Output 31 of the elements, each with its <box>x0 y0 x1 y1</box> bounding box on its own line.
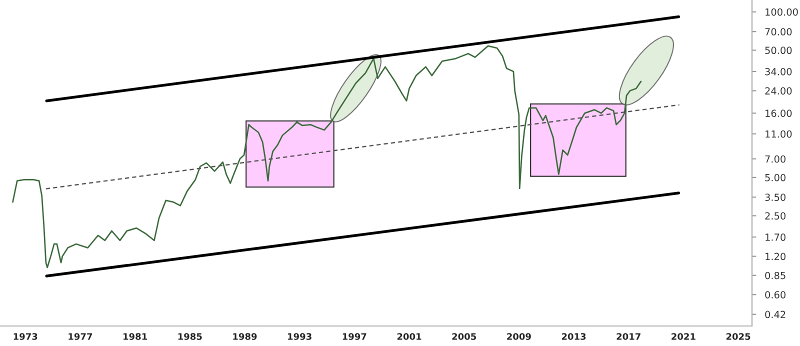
x-tick-label: 2013 <box>562 333 586 340</box>
x-tick-label: 1993 <box>288 333 312 340</box>
y-tick-label: 0.42 <box>765 310 786 318</box>
y-tick-label: 34.00 <box>765 68 792 76</box>
y-tick-label: 0.60 <box>765 291 786 298</box>
x-tick-label: 1973 <box>14 333 38 340</box>
y-tick-label: 16.00 <box>766 110 792 117</box>
y-tick-label: 24.00 <box>765 87 792 95</box>
y-tick-label: 5.00 <box>765 174 786 182</box>
line-series <box>12 45 642 268</box>
y-tick-label: 2.50 <box>765 212 786 220</box>
y-tick-label: 11.00 <box>766 130 792 138</box>
x-tick-label: 1977 <box>68 333 92 340</box>
x-tick-label: 1981 <box>124 333 147 340</box>
x-tick-label: 2025 <box>726 333 750 340</box>
y-tick-label: 70.00 <box>765 28 792 36</box>
x-tick-label: 2009 <box>507 333 531 340</box>
x-tick-label: 2021 <box>672 333 696 340</box>
y-tick-label: 1.20 <box>766 252 786 260</box>
x-tick-label: 1997 <box>342 333 366 340</box>
x-tick-label: 2017 <box>616 333 640 340</box>
y-tick-label: 1.70 <box>766 234 786 241</box>
y-tick-label: 100.00 <box>766 8 798 16</box>
y-tick-label: 0.85 <box>765 272 786 280</box>
x-tick-label: 2005 <box>452 333 476 340</box>
y-tick-label: 50.00 <box>765 46 792 54</box>
y-tick-label: 7.00 <box>765 155 786 163</box>
x-tick-label: 1985 <box>178 333 202 340</box>
y-tick-label: 3.50 <box>765 194 786 201</box>
x-tick-label: 1989 <box>233 333 257 340</box>
x-tick-label: 2001 <box>397 333 422 340</box>
